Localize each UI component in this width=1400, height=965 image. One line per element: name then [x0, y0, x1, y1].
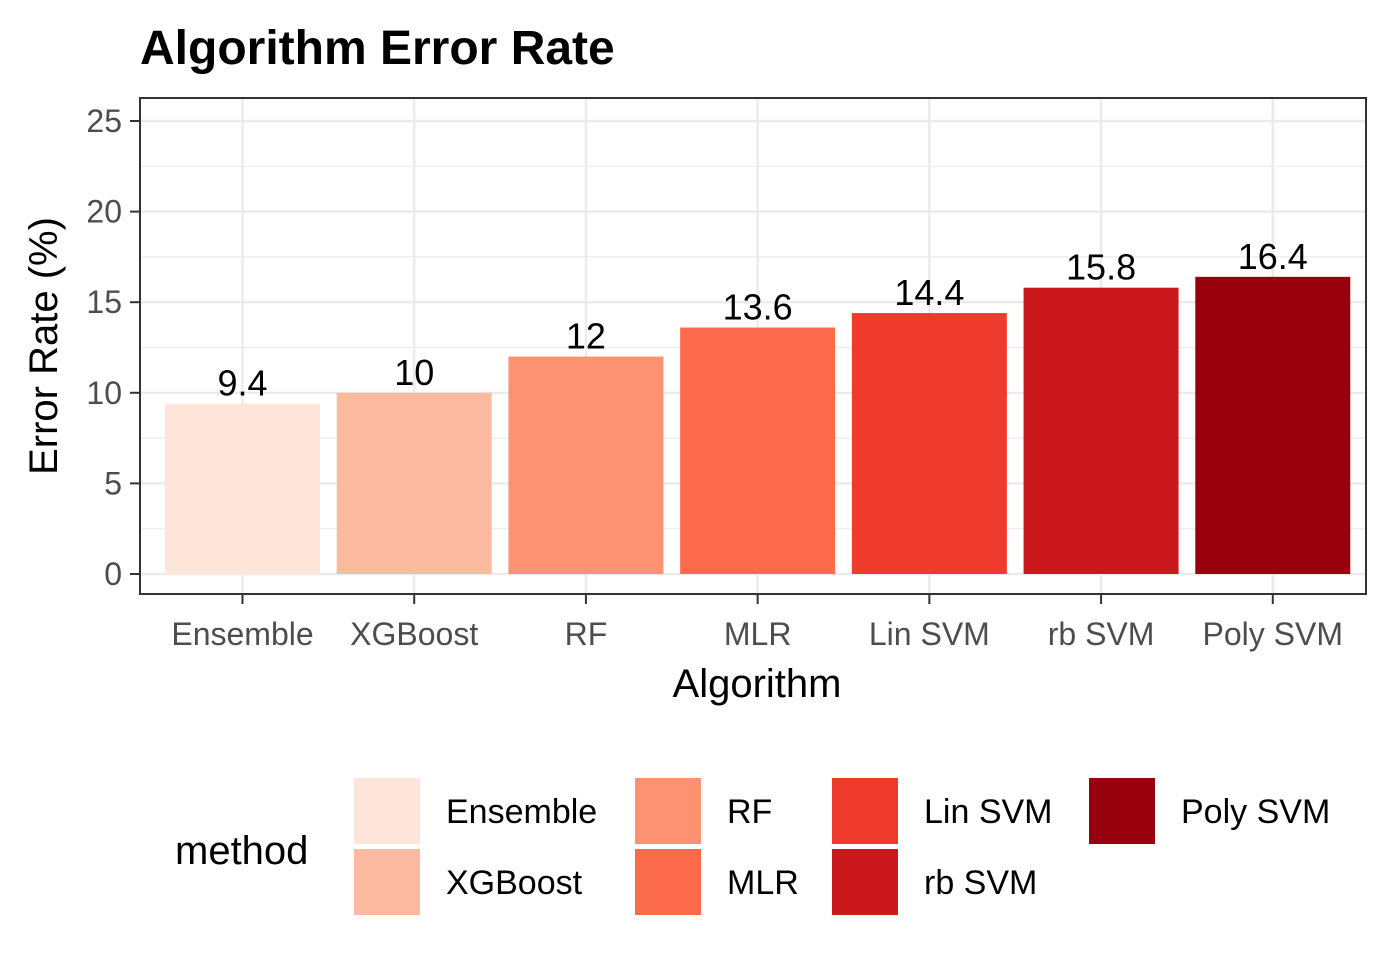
data-label: 15.8	[1066, 247, 1136, 288]
y-tick-label: 20	[86, 194, 122, 230]
legend-key	[832, 778, 898, 844]
bar-lin-svm	[851, 313, 1007, 574]
bars	[165, 276, 1351, 574]
legend-key	[354, 849, 420, 915]
data-label: 14.4	[894, 272, 964, 313]
legend-key	[635, 778, 701, 844]
x-tick-label: Ensemble	[171, 616, 313, 652]
legend-label: RF	[727, 793, 772, 831]
legend-key	[354, 778, 420, 844]
plot-panel-border	[139, 97, 1367, 595]
data-label: 13.6	[723, 287, 793, 328]
x-tick-label: rb SVM	[1048, 616, 1155, 652]
chart-title: Algorithm Error Rate	[140, 22, 615, 75]
data-label: 9.4	[217, 363, 267, 404]
legend-key	[832, 849, 898, 915]
bar-poly-svm	[1195, 276, 1351, 574]
bar-mlr	[680, 327, 836, 574]
x-tick-label: Poly SVM	[1203, 616, 1343, 652]
y-axis-title: Error Rate (%)	[22, 217, 66, 475]
data-labels: 9.4 10 12 13.6 14.4 15.8 16.4	[217, 236, 1307, 404]
data-label: 16.4	[1238, 236, 1308, 277]
legend-label: XGBoost	[446, 864, 583, 902]
legend-key	[1089, 778, 1155, 844]
x-tick-label: Lin SVM	[869, 616, 990, 652]
x-axis-title: Algorithm	[673, 662, 842, 706]
data-label: 10	[394, 352, 434, 393]
y-tick-label: 25	[86, 103, 122, 139]
legend-label: MLR	[727, 864, 799, 902]
bar-xgboost	[336, 392, 492, 574]
y-tick-label: 0	[104, 556, 122, 592]
bar-rf	[508, 356, 664, 574]
legend-key	[635, 849, 701, 915]
y-axis: 0 5 10 15 20 25	[86, 103, 140, 592]
x-axis: Ensemble XGBoost RF MLR Lin SVM rb SVM Poly SV…	[171, 594, 1343, 652]
x-tick-label: XGBoost	[350, 616, 478, 652]
bar-ensemble	[165, 403, 320, 574]
legend-title: method	[175, 829, 308, 873]
legend-label: rb SVM	[924, 864, 1037, 902]
y-tick-label: 5	[104, 465, 122, 501]
legend-label: Ensemble	[446, 793, 597, 831]
y-tick-label: 10	[86, 375, 122, 411]
y-tick-label: 15	[86, 284, 122, 320]
legend-label: Lin SVM	[924, 793, 1053, 831]
data-label: 12	[566, 316, 606, 357]
legend-label: Poly SVM	[1181, 793, 1330, 831]
x-tick-label: RF	[565, 616, 608, 652]
x-tick-label: MLR	[724, 616, 792, 652]
bar-rb-svm	[1023, 287, 1179, 574]
legend: method Ensemble XGBoost RF MLR Lin SVM rb SVM…	[175, 778, 1330, 915]
